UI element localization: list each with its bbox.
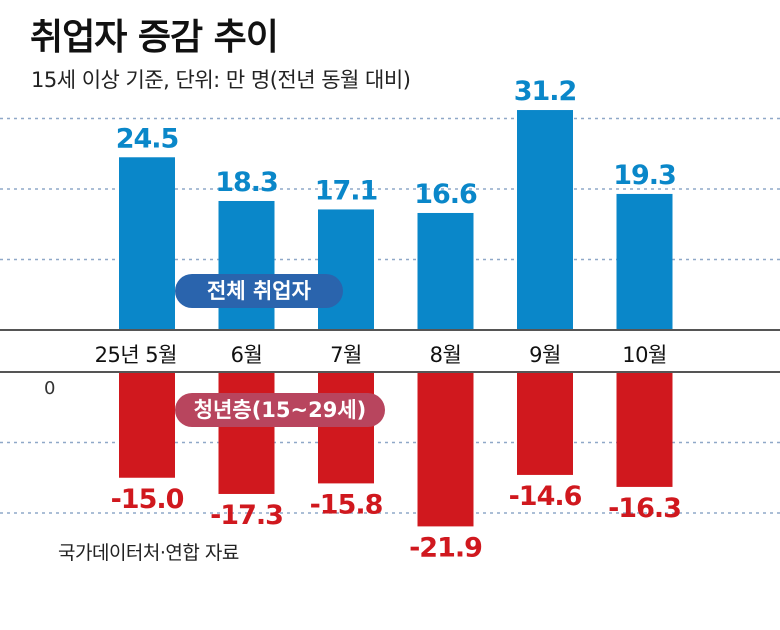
bar-youth xyxy=(417,372,474,527)
bar-total xyxy=(218,200,275,330)
series-label-total: 전체 취업자 xyxy=(175,274,343,308)
value-label-youth: -14.6 xyxy=(509,481,582,512)
category-label: 8월 xyxy=(430,343,462,367)
bar-youth xyxy=(616,372,673,487)
bars xyxy=(119,110,673,527)
category-label: 9월 xyxy=(529,343,561,367)
value-label-youth: -15.8 xyxy=(310,489,383,520)
value-label-youth: -21.9 xyxy=(409,532,482,563)
value-label-total: 24.5 xyxy=(116,123,179,154)
category-label: 6월 xyxy=(231,343,263,367)
value-label-total: 17.1 xyxy=(315,175,378,206)
value-label-total: 16.6 xyxy=(414,179,477,210)
category-label: 10월 xyxy=(622,343,667,367)
source-note: 국가데이터처·연합 자료 xyxy=(58,542,239,564)
bar-youth xyxy=(119,372,175,478)
bar-total xyxy=(119,157,175,330)
bar-youth xyxy=(218,372,275,494)
zero-tick-label: 0 xyxy=(44,378,56,399)
value-label-youth: -15.0 xyxy=(111,484,184,515)
category-label: 7월 xyxy=(330,343,362,367)
labels: 24.518.3 17.1 16.631.219.3-15.0-17.3 -15.8-… xyxy=(95,76,682,563)
series-label-youth: 청년층(15~29세) xyxy=(175,393,385,427)
value-label-total: 31.2 xyxy=(514,76,577,107)
bar-youth xyxy=(517,372,573,475)
chart-title: 취업자 증감 추이 xyxy=(30,17,279,58)
value-label-youth: -16.3 xyxy=(608,493,681,524)
chart-subtitle: 15세 이상 기준, 단위: 만 명(전년 동월 대비) xyxy=(31,68,411,92)
bar-total xyxy=(517,110,573,330)
axes xyxy=(0,329,780,373)
category-label: 25년 5월 xyxy=(95,343,177,367)
value-label-youth: -17.3 xyxy=(210,500,283,531)
bar-total xyxy=(318,209,374,330)
bar-total xyxy=(616,193,673,330)
bar-total xyxy=(417,212,474,330)
value-label-total: 19.3 xyxy=(613,160,676,191)
value-label-total: 18.3 xyxy=(215,167,278,198)
bar-youth xyxy=(318,372,374,484)
